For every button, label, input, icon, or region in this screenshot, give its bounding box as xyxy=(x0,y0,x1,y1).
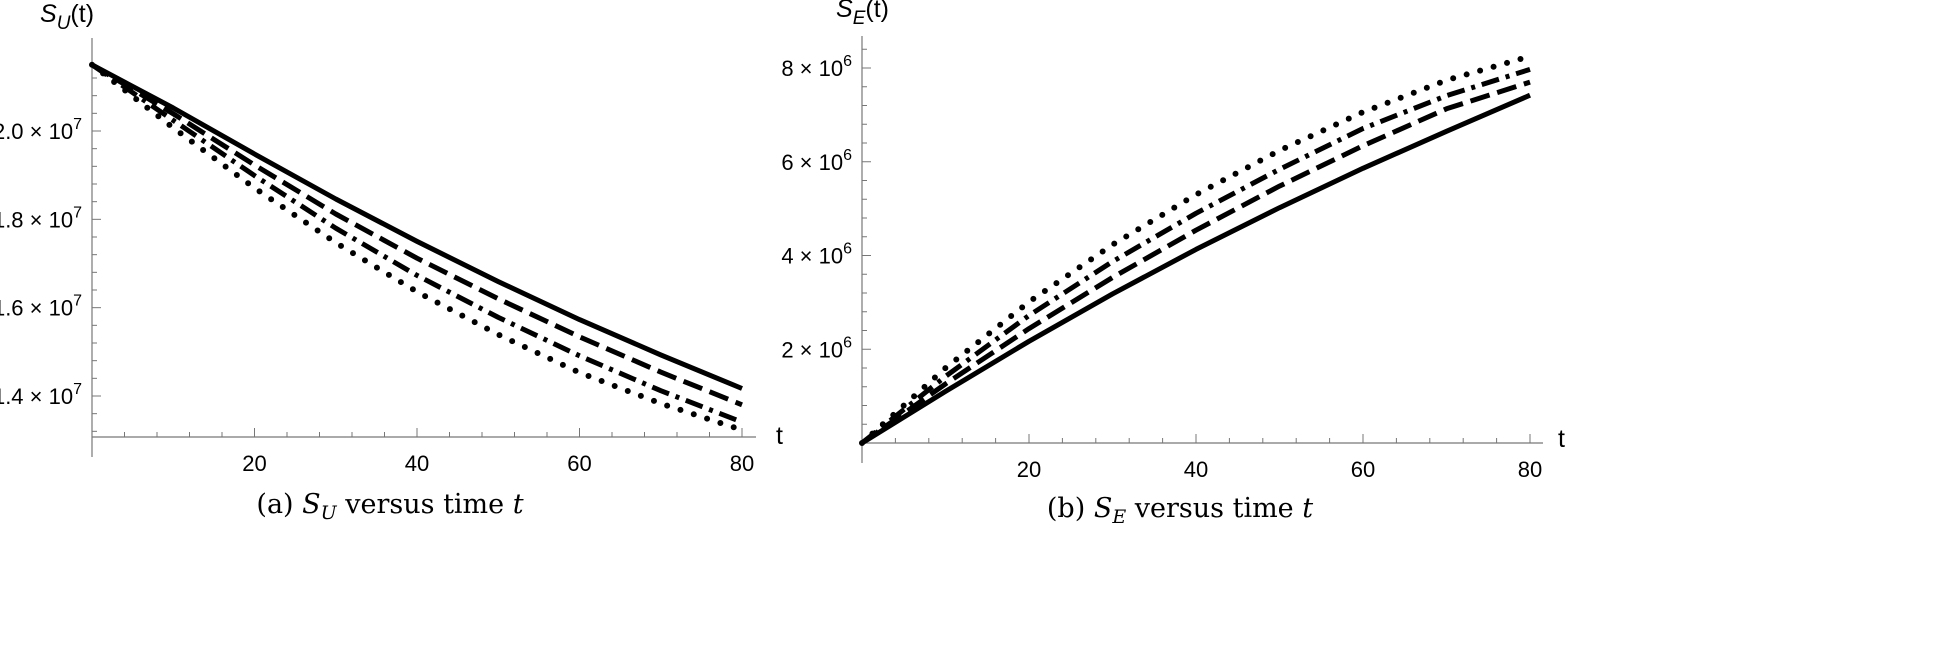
y-axis-label-subscript: U xyxy=(57,13,71,34)
x-tick-label: 60 xyxy=(1351,457,1375,482)
series-group xyxy=(859,53,1533,446)
y-tick-exponent: 6 xyxy=(843,53,852,70)
y-tick-mantissa: 1.4 × 10 xyxy=(0,384,73,409)
caption-subscript: U xyxy=(321,502,338,524)
y-axis-label-symbol: S xyxy=(40,0,57,28)
y-tick-exponent: 7 xyxy=(73,381,82,398)
caption-middle: versus time xyxy=(1126,493,1302,524)
y-tick-mantissa: 1.6 × 10 xyxy=(0,296,73,321)
y-tick-label: 8 × 106 xyxy=(781,53,852,81)
y-axis-label-symbol: S xyxy=(836,0,853,23)
x-axis-label: t xyxy=(776,422,783,450)
y-tick-exponent: 7 xyxy=(73,204,82,221)
y-tick-label: 2 × 106 xyxy=(781,334,852,362)
y-tick-mantissa: 4 × 10 xyxy=(781,244,843,269)
y-tick-mantissa: 2 × 10 xyxy=(781,337,843,362)
panel-caption: (b) SE versus time t xyxy=(1047,493,1313,528)
y-tick-exponent: 6 xyxy=(843,241,852,258)
y-tick-mantissa: 1.8 × 10 xyxy=(0,207,73,232)
y-tick-label: 1.4 × 107 xyxy=(0,381,82,409)
x-tick-label: 80 xyxy=(730,451,754,476)
series-line-dashdot xyxy=(90,62,743,425)
y-tick-label: 1.6 × 107 xyxy=(0,293,82,321)
caption-prefix: (a) xyxy=(256,489,302,520)
y-tick-exponent: 6 xyxy=(843,147,852,164)
y-tick-label: 1.8 × 107 xyxy=(0,204,82,232)
series-group xyxy=(89,61,745,433)
y-tick-mantissa: 6 × 10 xyxy=(781,150,843,175)
panel-caption: (a) SU versus time t xyxy=(256,489,523,524)
y-tick-exponent: 7 xyxy=(73,116,82,133)
caption-variable: t xyxy=(1302,493,1313,524)
x-tick-label: 60 xyxy=(567,451,591,476)
series-line-dotted xyxy=(859,53,1533,446)
y-tick-mantissa: 2.0 × 10 xyxy=(0,119,73,144)
x-tick-label: 40 xyxy=(1184,457,1208,482)
caption-variable: t xyxy=(513,489,524,520)
x-axis-label: t xyxy=(1558,425,1565,453)
caption-middle: versus time xyxy=(337,489,513,520)
series-line-dashdot xyxy=(860,67,1531,445)
y-tick-exponent: 6 xyxy=(843,334,852,351)
y-axis-label: SU(t) xyxy=(40,0,94,34)
y-axis-label-suffix: (t) xyxy=(865,0,889,23)
series-line-dashed xyxy=(90,62,743,408)
caption-prefix: (b) xyxy=(1047,493,1094,524)
caption-symbol: S xyxy=(302,489,321,520)
caption-symbol: S xyxy=(1094,493,1113,524)
y-tick-label: 2.0 × 107 xyxy=(0,116,82,144)
y-tick-label: 6 × 106 xyxy=(781,147,852,175)
y-axis-label-suffix: (t) xyxy=(70,0,94,28)
x-tick-label: 20 xyxy=(242,451,266,476)
series-line-dashed xyxy=(860,79,1531,446)
y-tick-label: 4 × 106 xyxy=(781,241,852,269)
y-axis-label-subscript: E xyxy=(853,8,866,29)
y-axis-label: SE(t) xyxy=(836,0,889,29)
x-tick-label: 80 xyxy=(1518,457,1542,482)
y-tick-exponent: 7 xyxy=(73,293,82,310)
x-tick-label: 40 xyxy=(405,451,429,476)
series-line-solid xyxy=(860,92,1531,446)
x-tick-label: 20 xyxy=(1017,457,1041,482)
series-line-solid xyxy=(90,62,743,391)
caption-subscript: E xyxy=(1111,506,1126,528)
y-tick-mantissa: 8 × 10 xyxy=(781,56,843,81)
